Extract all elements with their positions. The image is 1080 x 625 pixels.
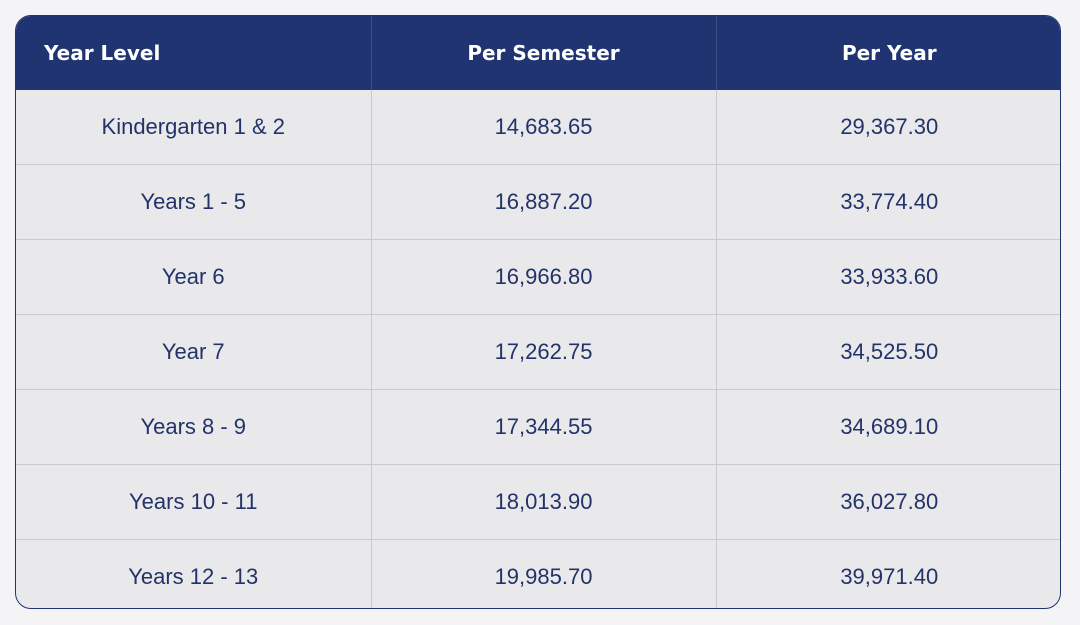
table-row: Kindergarten 1 & 2 14,683.65 29,367.30 — [16, 90, 1060, 165]
table-row: Year 6 16,966.80 33,933.60 — [16, 239, 1060, 315]
cell-year-level: Years 12 - 13 — [16, 539, 372, 608]
cell-per-year: 29,367.30 — [840, 114, 939, 139]
cell-per-semester: 18,013.90 — [371, 464, 717, 540]
cell-per-year: 36,027.80 — [716, 464, 1060, 540]
cell-per-semester: 17,262.75 — [371, 314, 717, 390]
table-header: Year Level Per Semester Per Year — [16, 16, 1060, 90]
cell-year-level: Years 8 - 9 — [16, 389, 372, 465]
cell-per-year: 34,689.10 — [716, 389, 1060, 465]
cell-per-year: 34,525.50 — [716, 314, 1060, 390]
cell-year-level: Years 1 - 5 — [16, 164, 372, 240]
table-row: Years 12 - 13 19,985.70 39,971.40 — [16, 539, 1060, 608]
cell-year-level: Year 6 — [16, 239, 372, 315]
cell-per-semester: 16,887.20 — [371, 164, 717, 240]
cell-year-level: Kindergarten 1 & 2 — [16, 90, 372, 165]
header-per-year: Per Year — [716, 16, 1060, 90]
header-per-semester: Per Semester — [371, 16, 717, 90]
header-row: Year Level Per Semester Per Year — [16, 16, 1060, 90]
cell-per-year: 39,971.40 — [716, 539, 1060, 608]
fee-table-container: Year Level Per Semester Per Year Kinderg… — [15, 15, 1061, 609]
cell-per-year: 33,774.40 — [716, 164, 1060, 240]
table-row: Years 1 - 5 16,887.20 33,774.40 — [16, 164, 1060, 240]
cell-per-semester: 17,344.55 — [371, 389, 717, 465]
table-row: Year 7 17,262.75 34,525.50 — [16, 314, 1060, 390]
cell-per-year: 33,933.60 — [716, 239, 1060, 315]
cell-per-semester: 14,683.65 — [371, 90, 717, 165]
fee-table: Year Level Per Semester Per Year Kinderg… — [16, 16, 1060, 608]
cell-per-semester: 19,985.70 — [371, 539, 717, 608]
table-body: Kindergarten 1 & 2 14,683.65 29,367.30 Y… — [16, 90, 1060, 608]
cell-year-level: Years 10 - 11 — [16, 464, 372, 540]
table-row: Years 8 - 9 17,344.55 34,689.10 — [16, 389, 1060, 465]
cell-year-level: Year 7 — [16, 314, 372, 390]
cell-per-semester: 16,966.80 — [371, 239, 717, 315]
table-row: Years 10 - 11 18,013.90 36,027.80 — [16, 464, 1060, 540]
header-year-level: Year Level — [16, 16, 372, 90]
